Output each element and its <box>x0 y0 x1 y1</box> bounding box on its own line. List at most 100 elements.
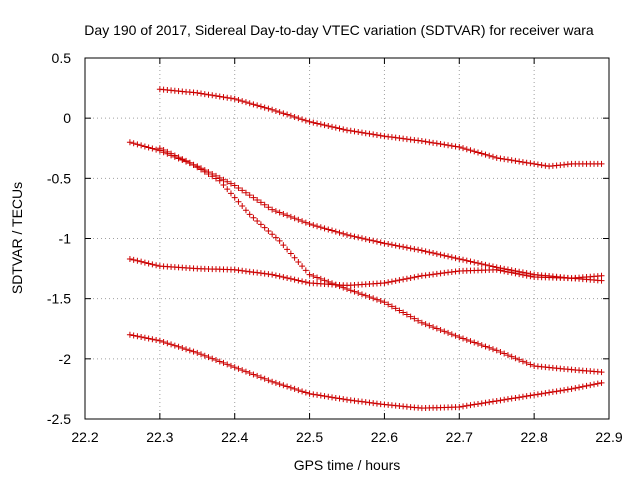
data-point <box>336 125 343 132</box>
data-point <box>475 260 481 267</box>
data-point <box>523 272 530 279</box>
data-point <box>373 238 380 245</box>
data-point <box>138 142 145 149</box>
x-tick-label: 22.6 <box>371 429 398 445</box>
data-point <box>385 279 392 286</box>
data-point <box>164 340 171 347</box>
data-point <box>153 337 160 344</box>
data-point <box>220 176 227 183</box>
data-point <box>347 287 354 294</box>
data-point <box>403 244 410 251</box>
data-point <box>269 231 276 238</box>
data-point <box>456 403 463 410</box>
data-point <box>145 144 152 151</box>
data-point <box>407 245 414 252</box>
data-point <box>388 241 395 248</box>
data-point <box>463 402 470 409</box>
y-tick-label: -1.5 <box>47 291 71 307</box>
data-point <box>403 311 410 318</box>
data-point <box>366 293 373 300</box>
data-point <box>145 335 152 342</box>
data-point <box>344 127 350 134</box>
data-point <box>340 126 347 133</box>
y-tick-label: -0.5 <box>47 170 71 186</box>
data-point <box>445 253 452 260</box>
data-point <box>523 393 530 400</box>
data-point <box>493 266 500 273</box>
series-track-3 <box>156 145 605 376</box>
data-point <box>523 359 530 366</box>
data-point <box>235 96 242 103</box>
data-point <box>138 334 145 341</box>
data-point <box>213 92 219 99</box>
data-point <box>478 400 485 407</box>
data-point <box>329 123 336 130</box>
data-point <box>220 181 227 188</box>
data-point <box>583 382 590 389</box>
data-point <box>549 388 556 395</box>
data-point <box>198 351 205 358</box>
data-point <box>516 394 523 401</box>
data-point <box>519 393 526 400</box>
data-point <box>355 129 362 136</box>
data-point <box>452 332 459 339</box>
data-point <box>302 117 309 124</box>
data-point <box>164 148 171 155</box>
data-point <box>486 399 493 406</box>
data-point <box>269 378 276 385</box>
data-point <box>295 216 302 223</box>
data-point <box>471 148 478 155</box>
data-point <box>198 90 205 97</box>
x-tick-labels: 22.2 22.3 22.4 22.5 22.6 22.7 22.8 22.9 <box>71 429 622 445</box>
data-point <box>407 313 414 320</box>
data-point <box>475 149 481 156</box>
data-point <box>220 359 227 366</box>
data-point <box>403 275 410 282</box>
data-point <box>224 94 231 101</box>
data-point <box>209 355 216 362</box>
data-point <box>257 221 264 228</box>
data-point <box>168 150 175 157</box>
data-point <box>426 249 433 256</box>
data-point <box>156 145 163 152</box>
data-point <box>284 111 291 118</box>
y-axis-label: SDTVAR / TECUs <box>9 182 25 294</box>
data-point <box>355 234 362 241</box>
data-point <box>437 326 444 333</box>
data-point <box>422 321 429 328</box>
data-point <box>497 267 504 274</box>
data-point <box>205 91 212 98</box>
data-point <box>246 211 253 218</box>
data-point <box>351 233 358 240</box>
data-point <box>576 384 583 391</box>
data-point <box>527 361 534 368</box>
data-point <box>538 390 545 397</box>
data-point <box>441 252 448 259</box>
data-point <box>355 290 362 297</box>
data-point <box>467 258 474 265</box>
data-point <box>179 345 186 352</box>
data-point <box>261 201 268 208</box>
data-point <box>430 250 437 257</box>
data-point <box>295 115 302 122</box>
data-point <box>250 194 257 201</box>
data-point <box>171 342 178 349</box>
data-point <box>463 146 470 153</box>
data-point <box>441 141 448 148</box>
data-point <box>478 261 485 268</box>
data-point <box>463 336 470 343</box>
data-point <box>519 271 526 278</box>
data-point <box>134 257 141 264</box>
data-point <box>227 95 234 102</box>
data-point <box>362 292 369 299</box>
data-point <box>598 369 605 376</box>
data-point <box>227 190 234 197</box>
data-point <box>358 129 365 136</box>
data-point <box>201 168 208 175</box>
data-point <box>246 192 253 199</box>
data-point <box>126 331 133 338</box>
x-tick-label: 22.2 <box>71 429 98 445</box>
grid-lines <box>85 58 609 419</box>
data-point <box>276 381 283 388</box>
